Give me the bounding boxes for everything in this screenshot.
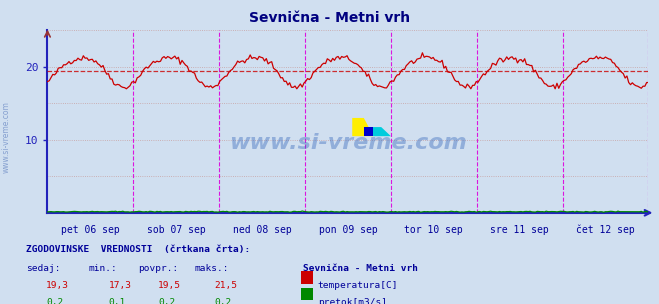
Text: 19,5: 19,5 — [158, 281, 181, 290]
Text: pretok[m3/s]: pretok[m3/s] — [318, 298, 387, 304]
Text: pon 09 sep: pon 09 sep — [318, 225, 378, 235]
Text: sre 11 sep: sre 11 sep — [490, 225, 549, 235]
Text: ned 08 sep: ned 08 sep — [233, 225, 291, 235]
Text: 21,5: 21,5 — [214, 281, 237, 290]
Polygon shape — [364, 127, 391, 136]
Text: maks.:: maks.: — [194, 264, 229, 273]
Polygon shape — [364, 127, 374, 136]
Text: Sevnična - Metni vrh: Sevnična - Metni vrh — [249, 11, 410, 25]
Text: www.si-vreme.com: www.si-vreme.com — [229, 133, 467, 154]
Text: čet 12 sep: čet 12 sep — [576, 225, 635, 236]
Text: 0,2: 0,2 — [158, 298, 175, 304]
Text: tor 10 sep: tor 10 sep — [405, 225, 463, 235]
Text: sedaj:: sedaj: — [26, 264, 61, 273]
Text: sob 07 sep: sob 07 sep — [147, 225, 206, 235]
Text: min.:: min.: — [89, 264, 118, 273]
Text: 19,3: 19,3 — [46, 281, 69, 290]
Text: povpr.:: povpr.: — [138, 264, 179, 273]
Text: 17,3: 17,3 — [109, 281, 132, 290]
Text: 0,2: 0,2 — [46, 298, 63, 304]
Text: 0,2: 0,2 — [214, 298, 231, 304]
Text: 0,1: 0,1 — [109, 298, 126, 304]
Text: temperatura[C]: temperatura[C] — [318, 281, 398, 290]
Text: pet 06 sep: pet 06 sep — [61, 225, 120, 235]
Text: ZGODOVINSKE  VREDNOSTI  (črtkana črta):: ZGODOVINSKE VREDNOSTI (črtkana črta): — [26, 245, 250, 254]
Polygon shape — [353, 118, 374, 136]
Text: Sevnična - Metni vrh: Sevnična - Metni vrh — [303, 264, 418, 273]
Text: www.si-vreme.com: www.si-vreme.com — [2, 101, 11, 173]
